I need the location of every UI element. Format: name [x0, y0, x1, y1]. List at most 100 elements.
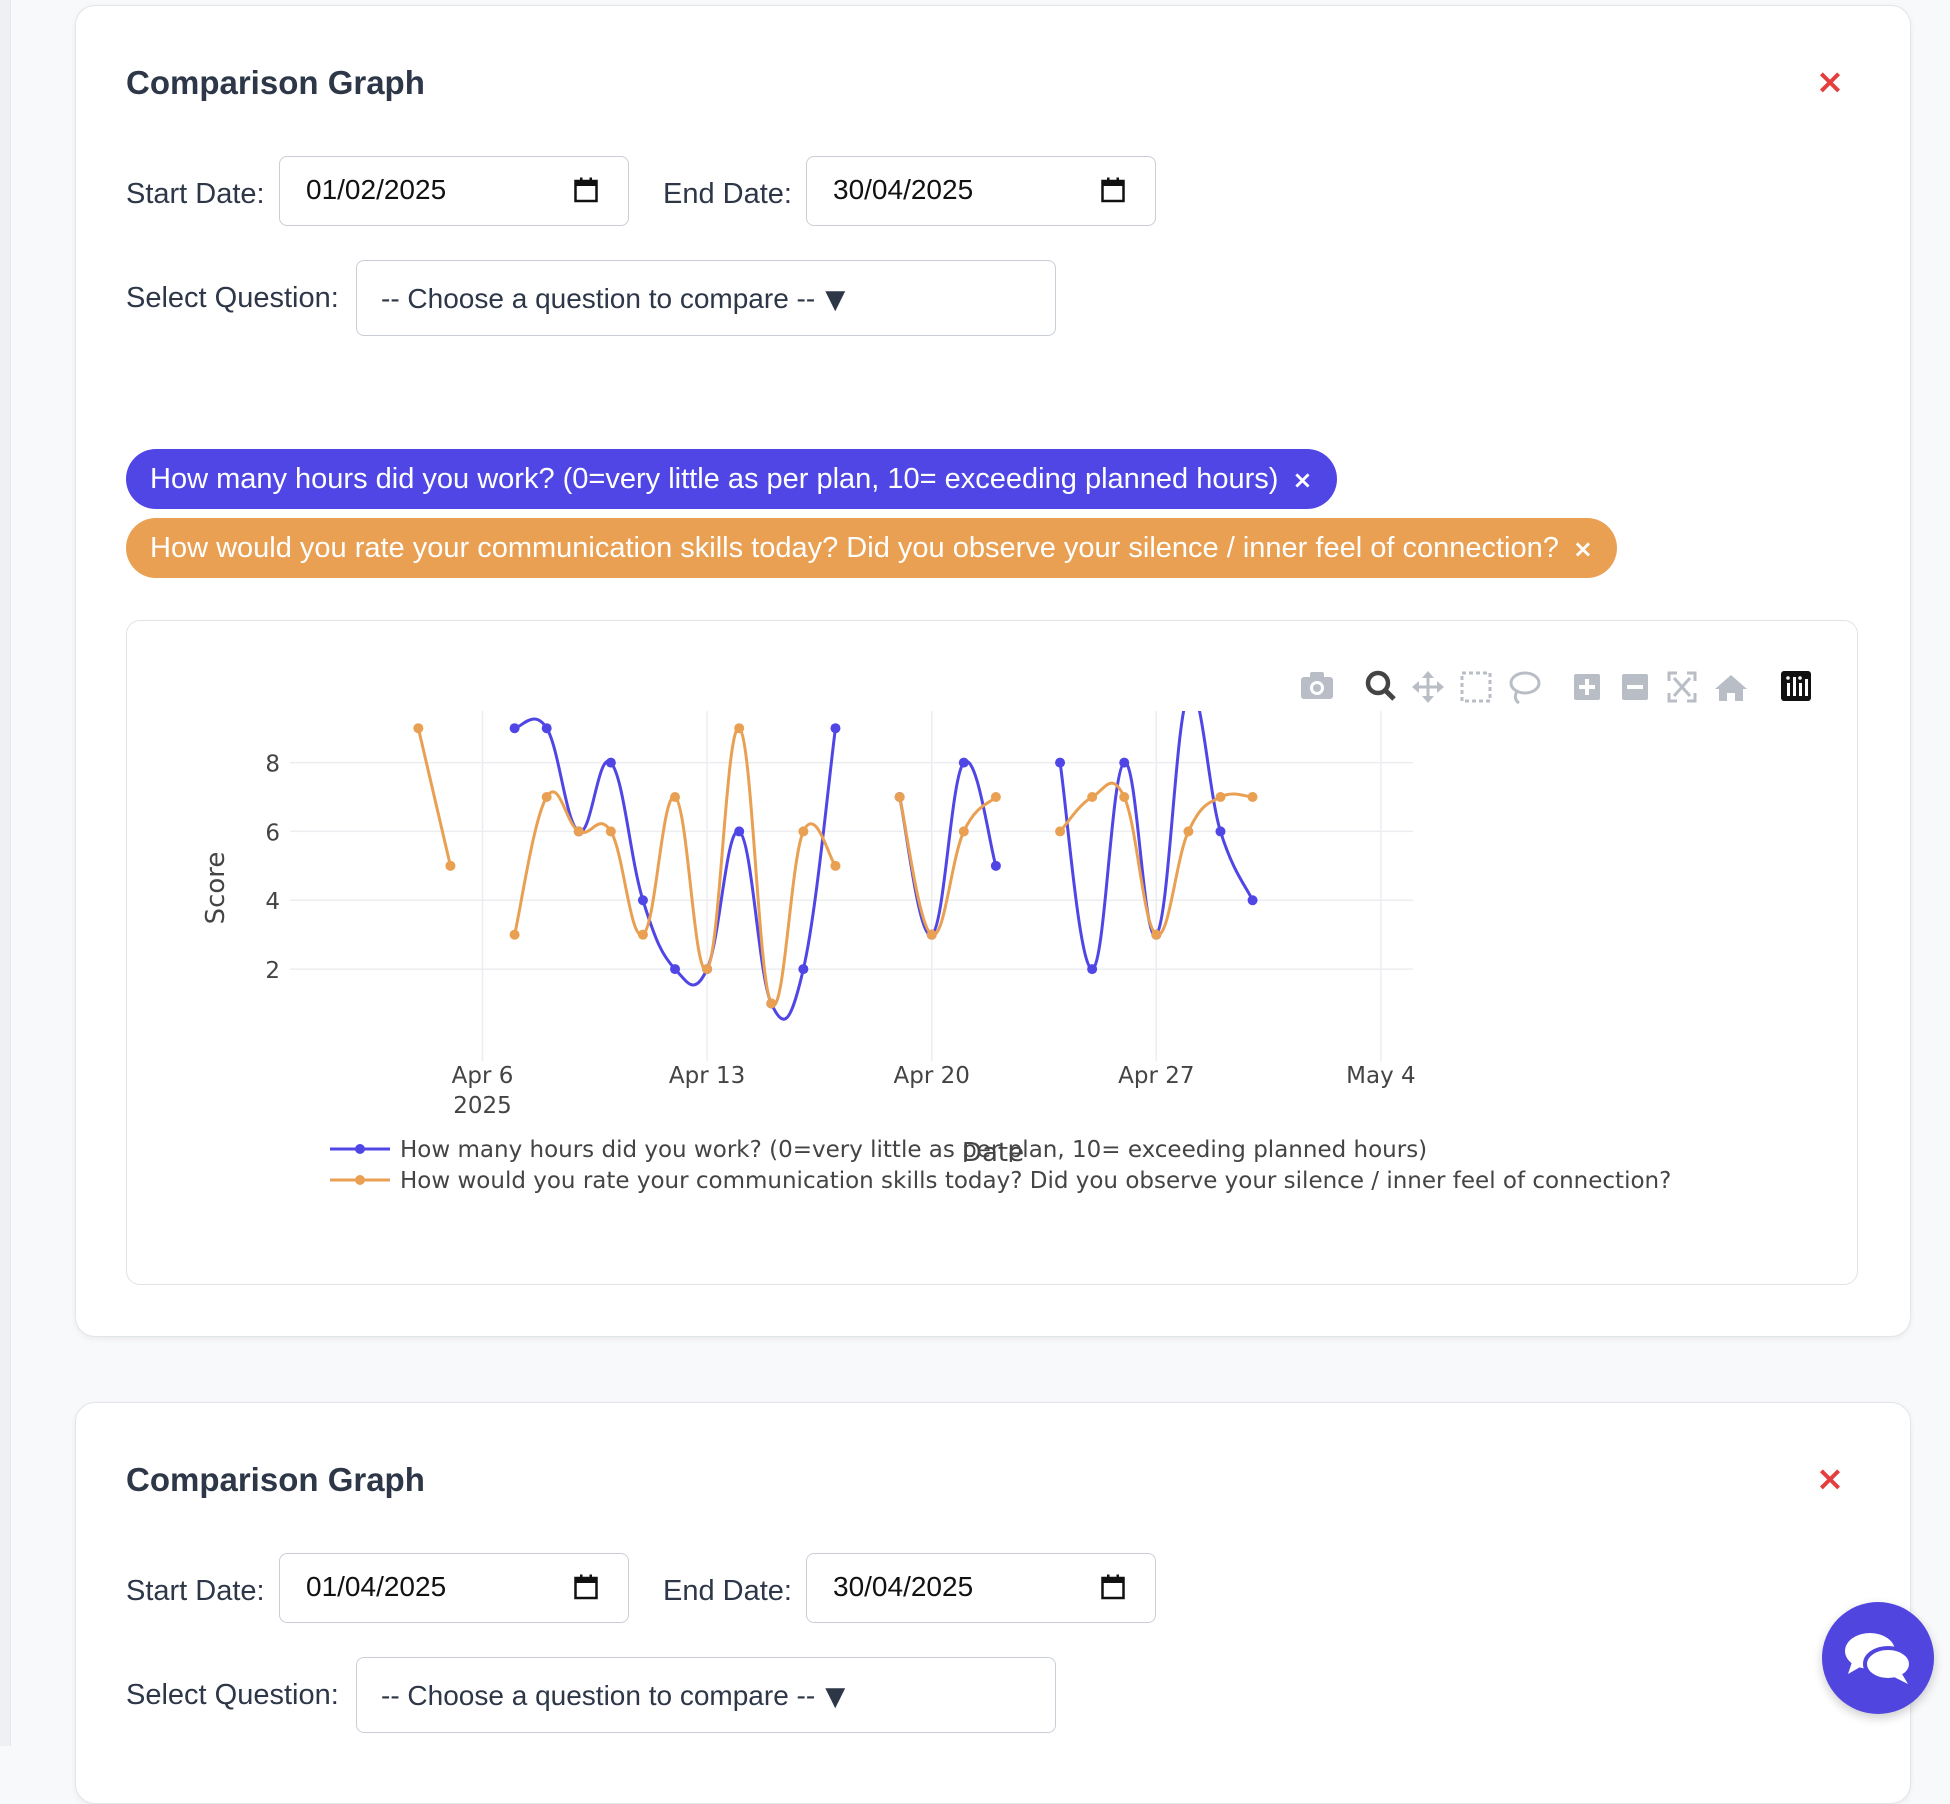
plotly-logo-icon[interactable] [1781, 671, 1811, 701]
y-tick-label: 8 [265, 752, 280, 778]
data-point[interactable] [798, 964, 809, 975]
question-select[interactable]: -- Choose a question to compare -- ▼ [356, 1657, 1056, 1733]
data-point[interactable] [1087, 792, 1098, 803]
comparison-card: Comparison Graph × Start Date: End Date:… [75, 5, 1911, 1337]
close-card-button[interactable]: × [1812, 1461, 1848, 1497]
chip-remove-icon[interactable]: × [1572, 535, 1593, 563]
x-tick-label: Apr 20 [894, 1063, 970, 1089]
zoom-out-icon[interactable] [1622, 674, 1648, 700]
data-point[interactable] [413, 723, 424, 734]
data-point[interactable] [958, 826, 969, 837]
data-point[interactable] [670, 792, 681, 803]
legend-item[interactable]: How many hours did you work? (0=very lit… [330, 1137, 1427, 1163]
series-1 [413, 723, 1258, 1009]
data-point[interactable] [958, 757, 969, 768]
chart-series [413, 689, 1258, 1021]
data-point[interactable] [670, 964, 681, 975]
data-point[interactable] [1247, 792, 1258, 803]
start-date-field[interactable] [279, 1553, 629, 1623]
chart-ticks: 2 4 6 8 Apr 6 2025 Apr 13 Apr 20 Apr 27 May 4 [265, 752, 1415, 1119]
data-point[interactable] [830, 860, 841, 871]
calendar-icon[interactable] [1101, 177, 1125, 203]
end-date-label: End Date: [663, 1575, 792, 1607]
data-point[interactable] [1055, 826, 1066, 837]
calendar-icon[interactable] [574, 177, 598, 203]
end-date-field[interactable] [806, 1553, 1156, 1623]
lasso-icon[interactable] [1509, 671, 1541, 705]
data-point[interactable] [1247, 895, 1258, 906]
end-date-field[interactable] [806, 156, 1156, 226]
chip-label: How would you rate your communication sk… [150, 532, 1559, 564]
y-tick-label: 2 [265, 958, 280, 984]
data-point[interactable] [766, 998, 777, 1009]
data-point[interactable] [605, 826, 616, 837]
caret-down-icon: ▼ [825, 285, 846, 315]
x-tick-label: Apr 13 [669, 1063, 745, 1089]
data-point[interactable] [637, 929, 648, 940]
select-question-label: Select Question: [126, 1679, 339, 1711]
autoscale-icon[interactable] [1667, 671, 1697, 703]
data-point[interactable] [1215, 792, 1226, 803]
data-point[interactable] [1055, 757, 1066, 768]
pan-icon[interactable] [1412, 671, 1444, 703]
legend-label: How would you rate your communication sk… [400, 1168, 1671, 1194]
data-point[interactable] [1183, 689, 1193, 699]
comparison-card: Comparison Graph × Start Date: End Date:… [75, 1402, 1911, 1804]
chart-gridlines [290, 711, 1413, 1061]
data-point[interactable] [830, 723, 841, 734]
data-point[interactable] [509, 723, 520, 734]
chart-legend: How many hours did you work? (0=very lit… [330, 1137, 1671, 1194]
data-point[interactable] [637, 895, 648, 906]
box-select-icon[interactable] [1460, 671, 1492, 703]
data-point[interactable] [509, 929, 520, 940]
chip-remove-icon[interactable]: × [1292, 466, 1313, 494]
start-date-input[interactable] [280, 1554, 580, 1620]
close-card-button[interactable]: × [1812, 64, 1848, 100]
zoom-icon[interactable] [1365, 670, 1396, 701]
series-line [898, 759, 998, 937]
data-point[interactable] [702, 964, 713, 975]
camera-icon[interactable] [1301, 672, 1333, 699]
data-point[interactable] [990, 792, 1001, 803]
data-point[interactable] [1119, 792, 1130, 803]
zoom-in-icon[interactable] [1574, 674, 1600, 700]
data-point[interactable] [1087, 964, 1098, 975]
comparison-chart: 2 4 6 8 Apr 6 2025 Apr 13 Apr 20 Apr 27 May 4 Sco… [126, 620, 1858, 1285]
data-point[interactable] [541, 723, 552, 734]
chat-bubbles-icon [1845, 1633, 1913, 1684]
data-point[interactable] [734, 826, 745, 837]
start-date-input[interactable] [280, 157, 580, 223]
card-title: Comparison Graph [126, 1461, 425, 1498]
data-point[interactable] [1119, 757, 1130, 768]
data-point[interactable] [1151, 929, 1162, 940]
end-date-label: End Date: [663, 178, 792, 210]
y-axis-label: Score [201, 852, 231, 925]
start-date-field[interactable] [279, 156, 629, 226]
series-line [514, 717, 837, 1021]
chat-button[interactable] [1822, 1602, 1934, 1714]
end-date-input[interactable] [807, 157, 1107, 223]
calendar-icon[interactable] [574, 1574, 598, 1600]
data-point[interactable] [894, 792, 905, 803]
line-chart[interactable]: 2 4 6 8 Apr 6 2025 Apr 13 Apr 20 Apr 27 May 4 Sco… [127, 621, 1857, 1284]
x-tick-year-label: 2025 [453, 1093, 512, 1119]
data-point[interactable] [573, 826, 584, 837]
question-placeholder: -- Choose a question to compare -- [381, 1680, 816, 1711]
data-point[interactable] [541, 792, 552, 803]
data-point[interactable] [926, 929, 937, 940]
calendar-icon[interactable] [1101, 1574, 1125, 1600]
start-date-label: Start Date: [126, 1575, 265, 1607]
data-point[interactable] [445, 860, 456, 871]
x-axis-label: Date [962, 1138, 1024, 1168]
question-select-value: -- Choose a question to compare -- ▼ [381, 283, 845, 315]
data-point[interactable] [1215, 826, 1226, 837]
data-point[interactable] [605, 757, 616, 768]
data-point[interactable] [734, 723, 745, 734]
reset-axes-icon[interactable] [1715, 675, 1747, 701]
legend-item[interactable]: How would you rate your communication sk… [330, 1168, 1671, 1194]
data-point[interactable] [798, 826, 809, 837]
question-select[interactable]: -- Choose a question to compare -- ▼ [356, 260, 1056, 336]
data-point[interactable] [990, 860, 1001, 871]
data-point[interactable] [1183, 826, 1194, 837]
end-date-input[interactable] [807, 1554, 1107, 1620]
